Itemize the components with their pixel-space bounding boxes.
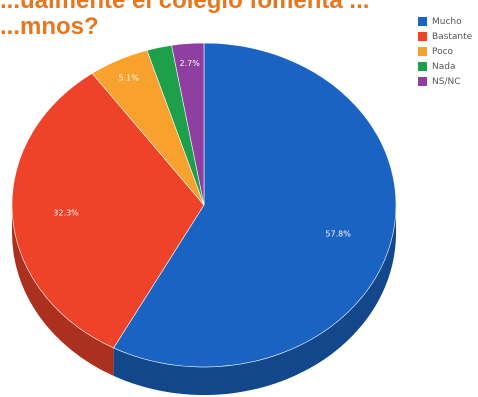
legend-swatch <box>418 47 427 56</box>
legend-label: NS/NC <box>432 76 461 87</box>
legend-swatch <box>418 17 427 26</box>
legend-label: Poco <box>432 46 454 57</box>
legend-swatch <box>418 32 427 41</box>
legend-label: Nada <box>432 61 456 72</box>
pie-label-bastante: 32.3% <box>53 209 79 218</box>
chart-title-line-2: ...mnos? <box>0 13 99 40</box>
pie-slices <box>11 42 397 368</box>
legend-label: Mucho <box>432 16 462 27</box>
pie-value-labels: 57.8% 32.3% 5.1% 2.7% <box>53 59 351 238</box>
pie-label-poco: 5.1% <box>119 73 140 82</box>
pie-side-mucho <box>113 205 396 395</box>
pie-slice-ns-nc <box>171 42 205 206</box>
pie-side-bastante <box>12 205 114 376</box>
chart-title: ...ualmente el colegio fomenta ... ...mn… <box>0 0 369 40</box>
legend-item-bastante: Bastante <box>418 29 472 44</box>
legend-swatch <box>418 62 427 71</box>
legend-label: Bastante <box>432 31 473 42</box>
legend-item-mucho: Mucho <box>418 14 472 29</box>
pie-slice-mucho <box>113 42 397 368</box>
legend-item-ns-nc: NS/NC <box>418 74 472 89</box>
legend-item-poco: Poco <box>418 44 472 59</box>
legend-swatch <box>418 77 427 86</box>
chart-title-line-1: ...ualmente el colegio fomenta ... <box>0 0 370 14</box>
pie-slice-bastante <box>11 72 205 349</box>
pie-label-mucho: 57.8% <box>325 229 351 238</box>
pie-side-walls <box>12 205 396 395</box>
legend-item-nada: Nada <box>418 59 472 74</box>
pie-label-ns-nc: 2.7% <box>180 59 201 68</box>
chart-legend: Mucho Bastante Poco Nada NS/NC <box>418 14 472 89</box>
